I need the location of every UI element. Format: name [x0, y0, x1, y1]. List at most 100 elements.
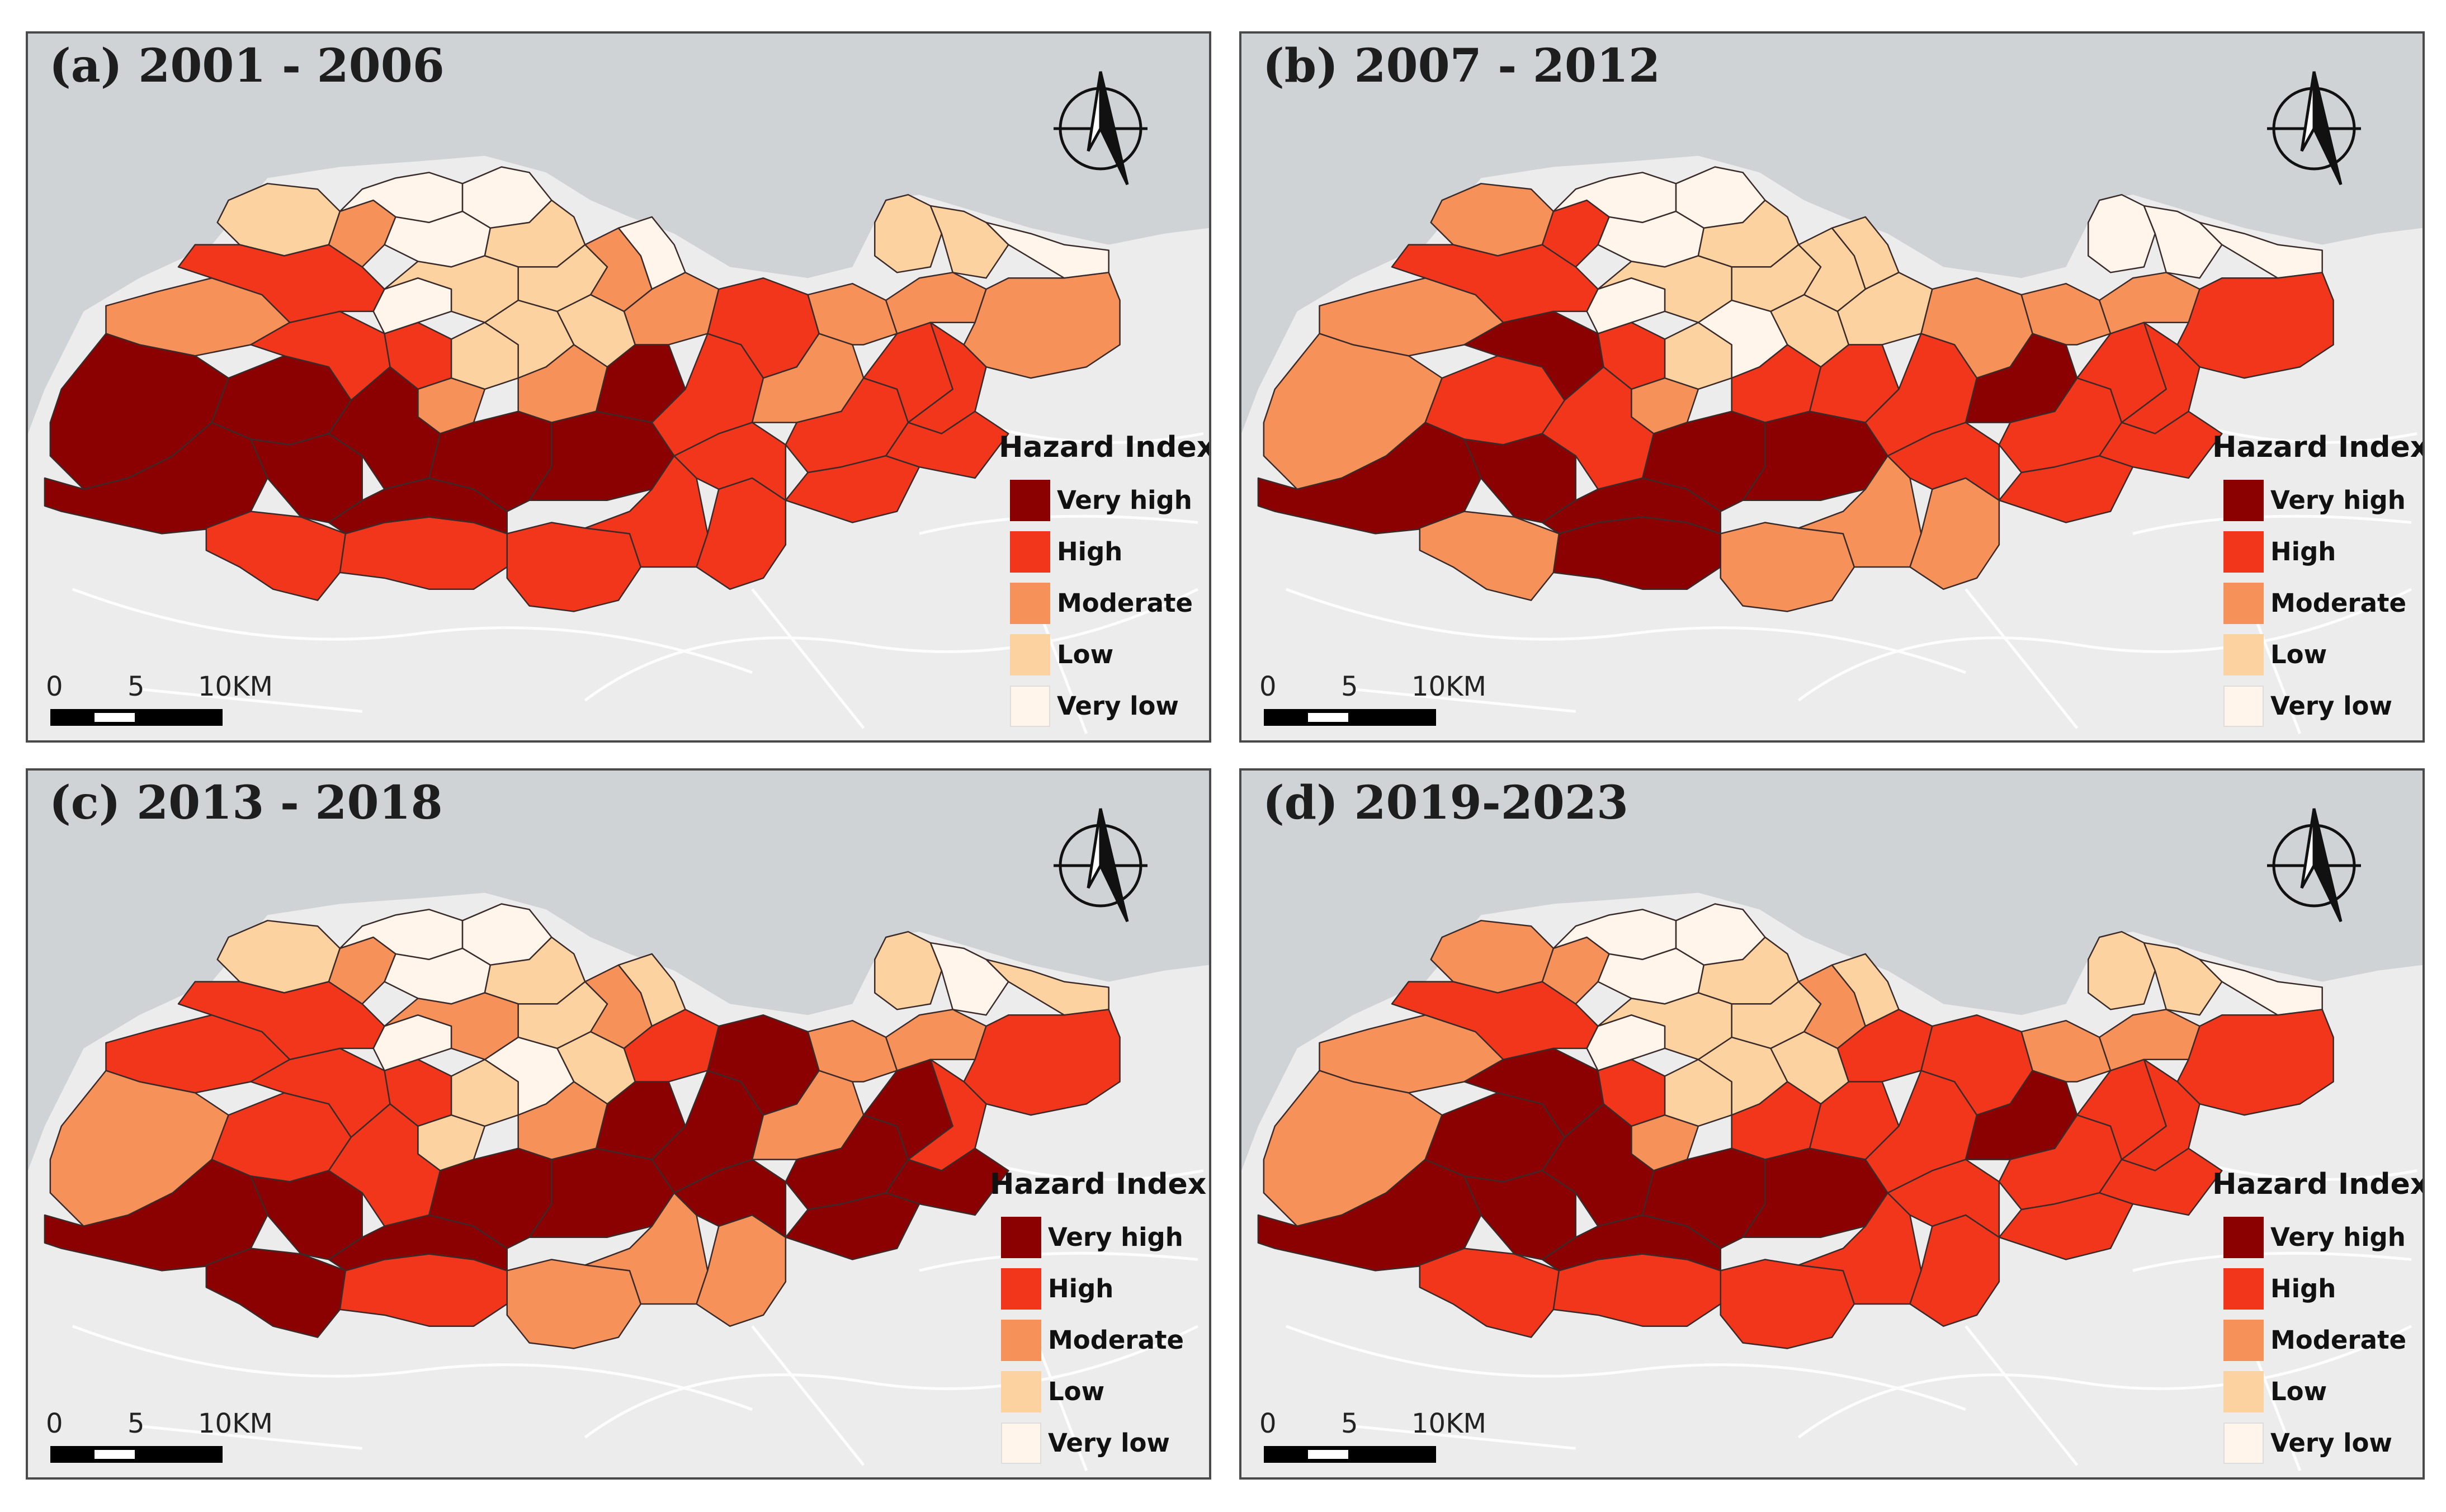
district-ne-top-2 — [2143, 205, 2223, 279]
district-sw-south — [205, 511, 347, 601]
north-arrow-icon — [2263, 804, 2374, 927]
scale-bar: 0 5 10KM — [46, 1408, 274, 1475]
legend: Hazard Index Very high High Moderate Low Very… — [990, 1168, 1209, 1470]
scale-tick-label: 0 — [1259, 671, 1277, 702]
legend-swatch — [1001, 1423, 1041, 1464]
district-ne-top — [874, 930, 943, 1010]
district-ne-east — [963, 272, 1121, 379]
district-layer — [44, 166, 1121, 612]
district-e-coast-1 — [2020, 282, 2112, 346]
scale-tick-label: 10KM — [198, 671, 273, 702]
scale-tick-label: 10KM — [1411, 671, 1486, 702]
legend-label: Very low — [2270, 1428, 2392, 1458]
district-ne-top-2 — [2143, 942, 2223, 1016]
scale-tick-label: 5 — [1341, 671, 1358, 702]
district-s-moderate — [1720, 522, 1855, 612]
legend-swatch — [2223, 1217, 2264, 1258]
district-ne-top — [2088, 930, 2156, 1010]
legend-label: Moderate — [2270, 1325, 2407, 1355]
panel-title: (b) 2007 - 2012 — [1263, 39, 1661, 93]
district-layer — [44, 903, 1121, 1349]
scale-bar-graphic — [50, 1446, 223, 1463]
scale-tick-label: 10KM — [198, 1408, 273, 1439]
scale-tick-label: 0 — [1259, 1408, 1277, 1439]
district-far-sw — [44, 422, 268, 535]
district-ne-top-2 — [929, 205, 1009, 279]
district-e-tail-2 — [885, 410, 1009, 479]
district-e-tail-1 — [1998, 455, 2134, 523]
district-e-tail-2 — [885, 1147, 1009, 1216]
scale-tick-label: 0 — [46, 1408, 63, 1439]
district-c-east-mid — [623, 272, 720, 346]
district-ne-top — [874, 193, 943, 273]
district-sw-south — [205, 1248, 347, 1338]
district-s-se-1 — [1797, 455, 1922, 568]
district-c-mid-1 — [384, 992, 519, 1060]
scale-bar-graphic — [50, 709, 223, 726]
north-arrow-icon — [1049, 804, 1161, 927]
scale-bar-graphic — [1264, 1446, 1436, 1463]
legend-label: Low — [2270, 1377, 2327, 1406]
map-panel-a: (a) 2001 - 2006 Hazard Index Very high Hig… — [26, 31, 1211, 743]
district-ne-top-2 — [929, 942, 1009, 1016]
legend-label: Low — [1057, 640, 1114, 669]
district-s-center-2 — [528, 1147, 675, 1238]
legend-swatch — [1001, 1268, 1041, 1310]
district-s-se-1 — [584, 1192, 709, 1305]
district-e-coast-1 — [807, 1019, 898, 1083]
scale-tick-label: 0 — [46, 671, 63, 702]
legend-swatch — [2223, 583, 2264, 624]
district-s-center-2 — [1742, 1147, 1888, 1238]
map-panel-d: (d) 2019-2023 Hazard Index Very high High M… — [1239, 768, 2425, 1480]
district-far-sw — [1257, 422, 1482, 535]
legend-title: Hazard Index — [2212, 1168, 2425, 1201]
legend-swatch — [1010, 634, 1050, 675]
district-layer — [1257, 903, 2334, 1349]
legend-swatch — [1001, 1371, 1041, 1412]
legend-swatch — [1010, 686, 1050, 727]
scale-tick-label: 10KM — [1411, 1408, 1486, 1439]
legend-label: Moderate — [1048, 1325, 1184, 1355]
legend-swatch — [2223, 634, 2264, 675]
scale-tick-label: 5 — [1341, 1408, 1358, 1439]
panel-title: (c) 2013 - 2018 — [49, 776, 443, 830]
district-ne-top — [2088, 193, 2156, 273]
district-c-east-mid — [623, 1009, 720, 1083]
district-s-moderate — [506, 522, 642, 612]
district-c-east-mid — [1836, 1009, 1933, 1083]
legend: Hazard Index Very high High Moderate Low Very… — [2212, 431, 2423, 733]
district-ne-east — [2176, 272, 2334, 379]
district-s-moderate — [1720, 1259, 1855, 1349]
legend-swatch — [2223, 1423, 2264, 1464]
legend-swatch — [1010, 531, 1050, 573]
road-network — [72, 421, 1204, 734]
legend-label: Very low — [1057, 691, 1179, 721]
legend-swatch — [2223, 686, 2264, 727]
legend-label: High — [2270, 1274, 2336, 1303]
legend-swatch — [2223, 1268, 2264, 1310]
legend-label: Very high — [1048, 1222, 1183, 1252]
scale-tick-label: 5 — [128, 671, 145, 702]
district-e-tail-2 — [2098, 410, 2223, 479]
district-layer — [1257, 166, 2334, 612]
district-s-center-2 — [1742, 410, 1888, 501]
district-s-south-2 — [1541, 1214, 1722, 1272]
legend-label: Low — [1048, 1377, 1105, 1406]
legend-label: Moderate — [2270, 588, 2407, 618]
scale-bar: 0 5 10KM — [1259, 671, 1488, 738]
legend-swatch — [2223, 531, 2264, 573]
district-c-mid-1 — [1597, 255, 1732, 323]
legend-label: Very low — [1048, 1428, 1170, 1458]
north-arrow-icon — [1049, 67, 1161, 190]
district-ne-east — [963, 1009, 1121, 1116]
district-c-mid-1 — [1597, 992, 1732, 1060]
district-c-east-mid — [1836, 272, 1933, 346]
scale-bar: 0 5 10KM — [46, 671, 274, 738]
road-network — [72, 1158, 1204, 1471]
legend-label: High — [1048, 1274, 1114, 1303]
district-e-tail-2 — [2098, 1147, 2223, 1216]
district-ne-top-3 — [985, 221, 1109, 279]
map-panel-c: (c) 2013 - 2018 Hazard Index Very high Hig… — [26, 768, 1211, 1480]
district-s-center-2 — [528, 410, 675, 501]
district-ne-top-3 — [2199, 221, 2323, 279]
